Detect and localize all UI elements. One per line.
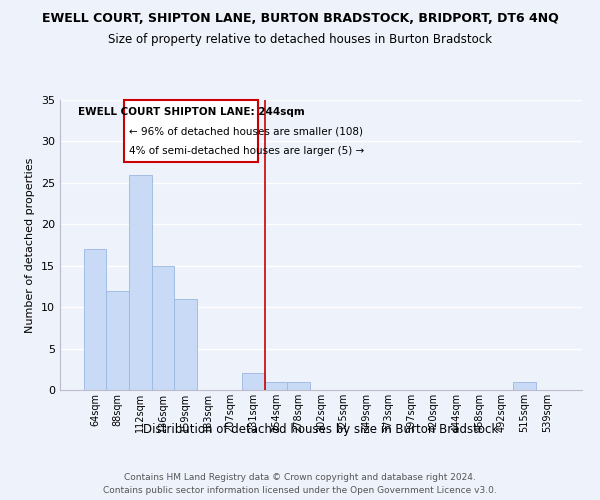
Text: 4% of semi-detached houses are larger (5) →: 4% of semi-detached houses are larger (5… [129, 146, 364, 156]
Y-axis label: Number of detached properties: Number of detached properties [25, 158, 35, 332]
Bar [287, 382, 310, 390]
Bar [265, 382, 287, 390]
Bar [242, 374, 265, 390]
Text: Contains HM Land Registry data © Crown copyright and database right 2024.: Contains HM Land Registry data © Crown c… [124, 472, 476, 482]
FancyBboxPatch shape [124, 100, 258, 162]
Text: Contains public sector information licensed under the Open Government Licence v3: Contains public sector information licen… [103, 486, 497, 495]
Text: Size of property relative to detached houses in Burton Bradstock: Size of property relative to detached ho… [108, 32, 492, 46]
Bar [513, 382, 536, 390]
Text: EWELL COURT SHIPTON LANE: 244sqm: EWELL COURT SHIPTON LANE: 244sqm [77, 106, 304, 117]
Bar [129, 174, 152, 390]
Bar [84, 249, 106, 390]
Text: ← 96% of detached houses are smaller (108): ← 96% of detached houses are smaller (10… [129, 126, 363, 136]
Bar [174, 299, 197, 390]
Text: Distribution of detached houses by size in Burton Bradstock: Distribution of detached houses by size … [143, 422, 499, 436]
Bar [106, 290, 129, 390]
Text: EWELL COURT, SHIPTON LANE, BURTON BRADSTOCK, BRIDPORT, DT6 4NQ: EWELL COURT, SHIPTON LANE, BURTON BRADST… [41, 12, 559, 26]
Bar [152, 266, 174, 390]
